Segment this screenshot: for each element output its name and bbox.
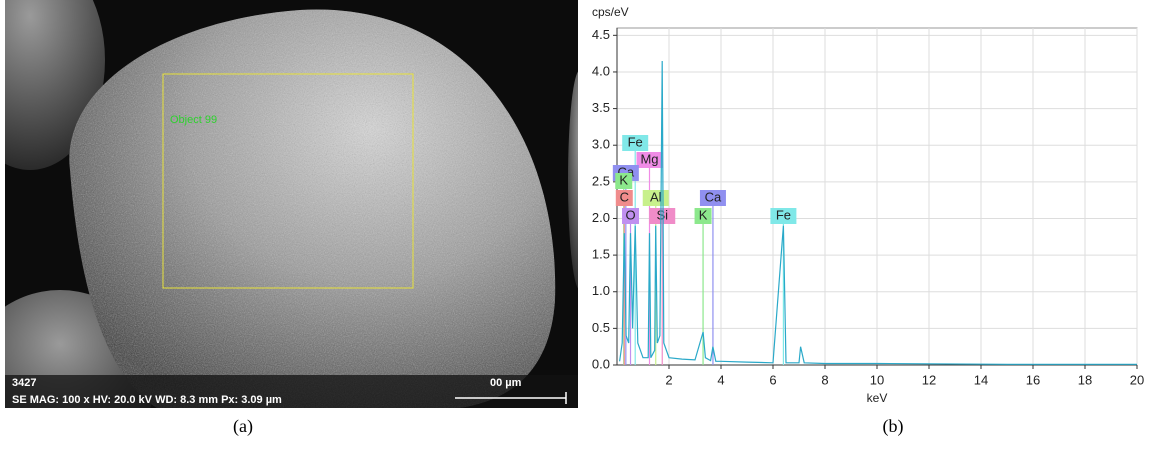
- element-label: Fe: [776, 207, 791, 222]
- element-label: K: [699, 207, 708, 222]
- x-tick-label: 2: [665, 372, 672, 387]
- x-tick-label: 10: [870, 372, 884, 387]
- element-label: K: [619, 172, 628, 187]
- y-tick-label: 3.0: [592, 137, 610, 152]
- y-tick-label: 3.5: [592, 100, 610, 115]
- info-bar: SE MAG: 100 x HV: 20.0 kV WD: 8.3 mm Px:…: [12, 394, 282, 406]
- y-tick-label: 1.5: [592, 247, 610, 262]
- scale-label: 00 µm: [490, 377, 522, 389]
- y-tick-label: 1.0: [592, 283, 610, 298]
- x-tick-label: 16: [1026, 372, 1040, 387]
- element-label: O: [625, 207, 635, 222]
- overlay-label: Object 99: [170, 114, 217, 126]
- caption: (b): [883, 416, 904, 437]
- x-tick-label: 8: [821, 372, 828, 387]
- x-tick-label: 6: [769, 372, 776, 387]
- x-tick-label: 18: [1078, 372, 1092, 387]
- y-tick-label: 4.0: [592, 63, 610, 78]
- x-tick-label: 4: [717, 372, 724, 387]
- x-tick-label: 14: [974, 372, 988, 387]
- y-tick-label: 0.5: [592, 320, 610, 335]
- plot: 0.0 0.5 1.0 1.5 2.0 2.5 3.0 3.5 4.0 4.5 2 4 6 8 10 12 14…: [592, 27, 1144, 388]
- id-number: 3427: [12, 377, 36, 389]
- x-tick-label: 20: [1130, 372, 1144, 387]
- sem-image: Object 99 3427 SE MAG: 100 x HV: 20.0 kV…: [0, 0, 592, 446]
- element-label: Fe: [628, 134, 643, 149]
- element-label: Al: [650, 189, 662, 204]
- y-axis-label: cps/eV: [592, 5, 629, 19]
- x-tick-label: 12: [922, 372, 936, 387]
- element-label: C: [620, 189, 629, 204]
- element-label: Mg: [640, 151, 658, 166]
- y-tick-label: 4.5: [592, 27, 610, 42]
- figure: Object 99 3427 SE MAG: 100 x HV: 20.0 kV…: [0, 0, 1157, 446]
- element-label: Si: [656, 207, 668, 222]
- y-tick-label: 2.0: [592, 210, 610, 225]
- x-axis-label: keV: [867, 391, 888, 405]
- caption: (a): [233, 416, 253, 437]
- element-label: Ca: [705, 189, 722, 204]
- y-tick-label: 2.5: [592, 173, 610, 188]
- y-tick-label: 0.0: [592, 356, 610, 371]
